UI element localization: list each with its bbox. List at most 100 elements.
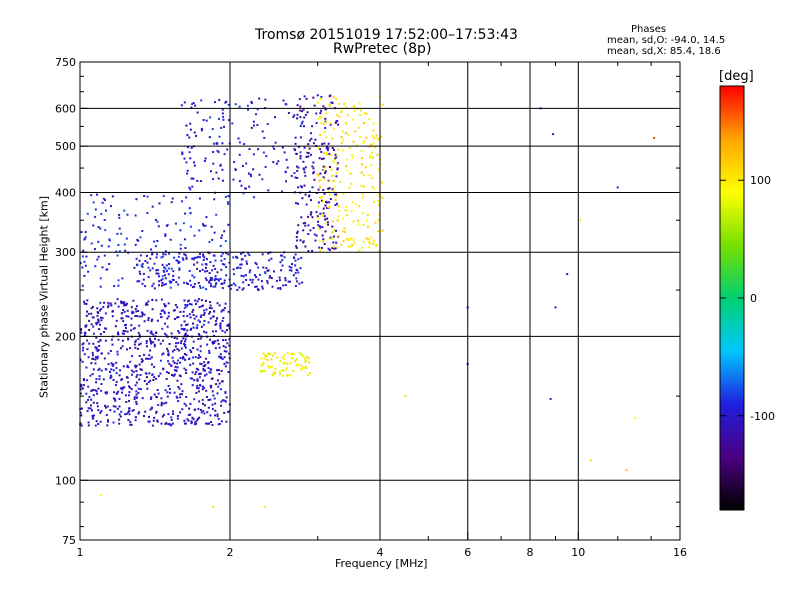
data-point (181, 393, 184, 396)
data-point (164, 250, 167, 253)
data-point (194, 423, 196, 426)
data-point (130, 306, 133, 309)
data-point (153, 262, 156, 265)
data-point (302, 160, 305, 163)
data-point (158, 280, 161, 283)
data-point (204, 369, 207, 372)
data-point (140, 360, 143, 363)
data-point (149, 331, 152, 334)
data-point (165, 264, 168, 267)
data-point (219, 277, 222, 280)
data-point (103, 357, 106, 360)
data-point (317, 117, 320, 120)
data-point (147, 381, 150, 384)
data-point (283, 354, 286, 357)
data-point (328, 237, 331, 240)
data-point (321, 246, 323, 249)
data-point (244, 187, 247, 190)
data-point (118, 405, 121, 408)
data-point (270, 257, 273, 260)
y-tick-label: 75 (62, 534, 76, 547)
data-point (266, 282, 269, 285)
colorbar-unit: [deg] (719, 69, 754, 84)
data-point (297, 186, 300, 189)
data-point (203, 160, 206, 162)
data-point (121, 339, 124, 342)
data-point (377, 138, 380, 141)
data-point (169, 281, 172, 284)
data-point (214, 285, 217, 288)
data-point (80, 231, 83, 234)
data-point (157, 392, 160, 395)
data-point (335, 156, 338, 159)
data-point (139, 254, 142, 257)
data-point (126, 309, 129, 312)
data-point (87, 356, 90, 359)
data-point (131, 355, 134, 358)
data-point (110, 338, 113, 341)
data-point (342, 230, 345, 233)
data-point (203, 256, 206, 259)
data-point (186, 146, 189, 149)
data-point (188, 136, 191, 139)
data-point (130, 369, 133, 372)
data-point (244, 254, 247, 257)
data-point (266, 269, 269, 272)
data-point (107, 420, 109, 423)
data-point (90, 323, 93, 326)
data-point (205, 357, 207, 360)
data-point (112, 421, 115, 424)
data-point (261, 178, 264, 181)
data-point (80, 414, 83, 417)
data-point (199, 372, 202, 375)
data-point (321, 213, 324, 216)
data-point (179, 243, 182, 246)
data-point (193, 161, 195, 164)
data-point (95, 390, 98, 393)
data-point (152, 341, 155, 344)
data-point (141, 313, 144, 316)
data-point (194, 299, 197, 302)
data-point (322, 189, 325, 191)
data-point (114, 302, 117, 305)
data-point (333, 185, 336, 188)
data-point (176, 337, 179, 340)
data-point (255, 285, 258, 288)
data-point (294, 176, 297, 179)
data-point (208, 422, 210, 425)
data-point (82, 342, 85, 345)
data-point (171, 356, 174, 359)
data-point (155, 410, 158, 413)
data-point (190, 420, 193, 423)
data-point (128, 399, 130, 402)
data-point (331, 237, 333, 240)
data-point (193, 408, 196, 411)
data-point (281, 146, 284, 149)
data-point (96, 357, 99, 360)
data-point (162, 339, 164, 342)
data-point (207, 399, 210, 401)
data-point (334, 247, 337, 250)
data-point (247, 172, 250, 175)
data-point (142, 278, 145, 281)
data-point (79, 388, 82, 391)
data-point (114, 399, 117, 402)
data-point (149, 257, 152, 260)
data-point (113, 410, 116, 413)
data-point (214, 275, 217, 278)
data-point (222, 179, 224, 182)
data-point (211, 423, 214, 426)
data-point (198, 306, 201, 309)
data-point (247, 284, 250, 286)
data-point (170, 416, 173, 419)
data-point (255, 113, 257, 116)
data-point (214, 101, 216, 104)
data-point (197, 281, 200, 284)
data-point (82, 255, 84, 258)
data-point (218, 382, 221, 385)
data-point (135, 403, 138, 405)
data-point (199, 350, 202, 353)
data-point (150, 363, 153, 366)
data-point (219, 388, 222, 391)
data-point (88, 342, 91, 345)
